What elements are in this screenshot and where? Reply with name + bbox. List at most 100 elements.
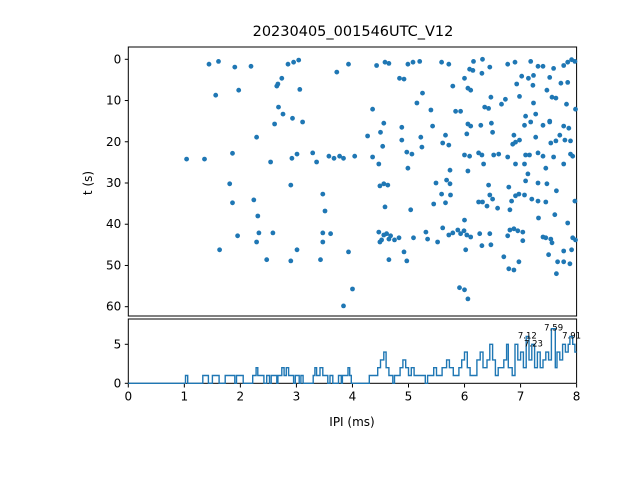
x-axis-label-bottom: IPI (ms) <box>329 415 375 429</box>
scatter-point <box>536 215 541 221</box>
scatter-point <box>540 63 546 69</box>
scatter-point <box>509 198 514 204</box>
scatter-point <box>477 231 483 237</box>
scatter-points <box>184 56 578 309</box>
scatter-point <box>505 154 511 160</box>
scatter-point <box>318 257 323 263</box>
scatter-point <box>503 96 508 102</box>
scatter-point <box>520 238 526 244</box>
scatter-point <box>320 191 326 197</box>
scatter-point <box>417 59 423 64</box>
peak-annotation: 7.91 <box>562 332 581 342</box>
scatter-point <box>433 180 439 186</box>
scatter-point <box>230 200 235 206</box>
scatter-point <box>549 240 555 246</box>
scatter-point <box>448 192 453 198</box>
scatter-point <box>275 81 281 87</box>
scatter-point <box>546 252 551 258</box>
scatter-point <box>535 150 541 156</box>
scatter-point <box>568 138 573 144</box>
scatter-point <box>397 75 402 81</box>
scatter-point <box>512 59 518 65</box>
scatter-point <box>522 192 527 198</box>
scatter-point <box>272 121 277 127</box>
scatter-point <box>289 155 295 161</box>
scatter-point <box>382 204 388 210</box>
scatter-point <box>511 267 517 273</box>
scatter-point <box>386 61 392 66</box>
chart-title: 20230405_001546UTC_V12 <box>252 24 454 40</box>
scatter-point <box>496 151 502 157</box>
top-y-tick-label: 20 <box>106 135 121 149</box>
scatter-point <box>376 161 382 167</box>
bottom-x-tick-label: 0 <box>124 389 132 403</box>
scatter-point <box>404 149 410 155</box>
scatter-point <box>428 107 434 113</box>
scatter-point <box>382 59 388 65</box>
scatter-point <box>484 203 490 209</box>
scatter-point <box>565 220 571 226</box>
scatter-point <box>236 87 242 93</box>
scatter-point <box>552 212 558 218</box>
scatter-point <box>443 132 448 138</box>
scatter-point <box>540 153 546 159</box>
scatter-point <box>227 181 233 187</box>
scatter-point <box>457 285 462 291</box>
scatter-point <box>446 61 452 67</box>
scatter-point <box>561 161 567 167</box>
top-axes-frame <box>127 46 578 317</box>
scatter-point <box>570 153 576 159</box>
scatter-point <box>514 81 520 87</box>
scatter-point <box>507 207 513 213</box>
scatter-point <box>405 165 411 171</box>
scatter-point <box>444 177 449 183</box>
scatter-point <box>476 199 481 205</box>
scatter-point <box>468 87 474 93</box>
scatter-point <box>264 257 270 263</box>
scatter-point <box>506 184 512 190</box>
scatter-point <box>401 76 407 82</box>
scatter-point <box>401 249 407 255</box>
scatter-point <box>255 213 261 219</box>
scatter-point <box>533 111 539 117</box>
scatter-point <box>381 120 387 126</box>
scatter-point <box>453 108 458 114</box>
scatter-point <box>314 159 319 165</box>
top-y-tick-label: 10 <box>106 94 121 108</box>
scatter-point <box>520 229 526 235</box>
scatter-point <box>516 191 522 197</box>
scatter-point <box>565 59 571 65</box>
scatter-point <box>385 182 391 188</box>
scatter-point <box>419 144 425 150</box>
scatter-point <box>462 75 467 81</box>
scatter-point <box>352 153 358 159</box>
scatter-point <box>481 161 486 167</box>
scatter-point <box>216 59 221 64</box>
scatter-point <box>230 150 235 156</box>
scatter-point <box>511 132 517 138</box>
bottom-y-ticks: 05 <box>114 337 129 390</box>
scatter-point <box>543 199 549 205</box>
scatter-point <box>346 61 351 67</box>
scatter-point <box>300 119 305 125</box>
scatter-point <box>291 59 296 65</box>
scatter-point <box>288 182 294 188</box>
scatter-point <box>213 92 219 98</box>
scatter-point <box>414 100 420 106</box>
scatter-point <box>490 129 495 135</box>
scatter-point <box>276 104 281 110</box>
scatter-point <box>288 258 294 264</box>
scatter-point <box>486 106 491 111</box>
scatter-point <box>331 155 337 161</box>
scatter-point <box>499 101 504 107</box>
scatter-point <box>543 165 549 171</box>
scatter-point <box>404 258 410 264</box>
scatter-point <box>561 63 567 68</box>
scatter-point <box>370 154 375 160</box>
peak-annotation: 7.59 <box>544 324 563 334</box>
scatter-point <box>217 247 223 253</box>
scatter-point <box>567 261 573 267</box>
scatter-point <box>408 207 414 213</box>
top-y-tick-label: 30 <box>106 176 121 190</box>
scatter-point <box>519 73 525 79</box>
